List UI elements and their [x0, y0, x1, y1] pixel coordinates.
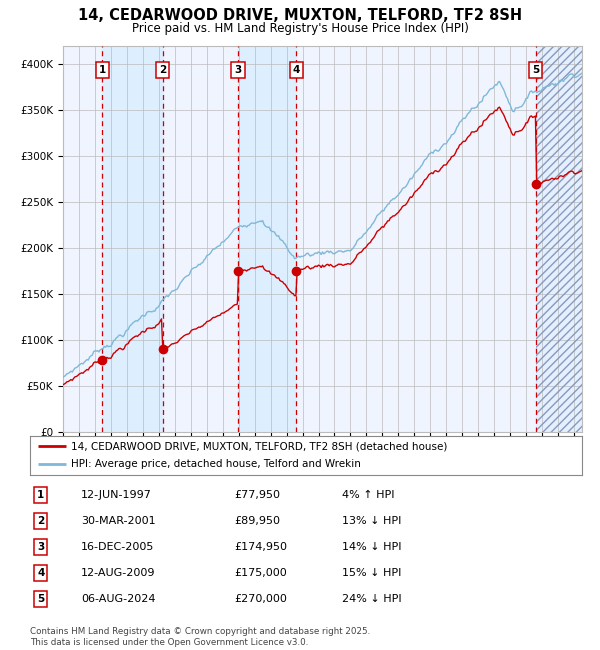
- Text: 1: 1: [98, 66, 106, 75]
- Bar: [102, 46, 163, 432]
- Text: 5: 5: [532, 66, 539, 75]
- Text: 4% ↑ HPI: 4% ↑ HPI: [342, 490, 395, 501]
- Text: £270,000: £270,000: [234, 594, 287, 604]
- Text: £77,950: £77,950: [234, 490, 280, 501]
- Text: Contains HM Land Registry data © Crown copyright and database right 2025.
This d: Contains HM Land Registry data © Crown c…: [30, 627, 370, 647]
- Text: 14% ↓ HPI: 14% ↓ HPI: [342, 542, 401, 552]
- Text: HPI: Average price, detached house, Telford and Wrekin: HPI: Average price, detached house, Telf…: [71, 459, 361, 469]
- Text: 4: 4: [37, 568, 44, 578]
- Text: 14, CEDARWOOD DRIVE, MUXTON, TELFORD, TF2 8SH: 14, CEDARWOOD DRIVE, MUXTON, TELFORD, TF…: [78, 8, 522, 23]
- Text: 4: 4: [293, 66, 300, 75]
- Bar: [238, 46, 296, 432]
- Text: 2: 2: [159, 66, 166, 75]
- Text: 12-AUG-2009: 12-AUG-2009: [81, 568, 155, 578]
- Text: 12-JUN-1997: 12-JUN-1997: [81, 490, 152, 501]
- Text: 24% ↓ HPI: 24% ↓ HPI: [342, 594, 401, 604]
- Text: £89,950: £89,950: [234, 516, 280, 526]
- Text: £174,950: £174,950: [234, 542, 287, 552]
- Text: 30-MAR-2001: 30-MAR-2001: [81, 516, 155, 526]
- Text: Price paid vs. HM Land Registry's House Price Index (HPI): Price paid vs. HM Land Registry's House …: [131, 22, 469, 35]
- Text: 13% ↓ HPI: 13% ↓ HPI: [342, 516, 401, 526]
- Text: 5: 5: [37, 594, 44, 604]
- Text: 1: 1: [37, 490, 44, 501]
- Bar: [536, 46, 582, 432]
- Text: 16-DEC-2005: 16-DEC-2005: [81, 542, 154, 552]
- Text: 3: 3: [37, 542, 44, 552]
- Text: 15% ↓ HPI: 15% ↓ HPI: [342, 568, 401, 578]
- Text: £175,000: £175,000: [234, 568, 287, 578]
- Bar: [536, 46, 582, 432]
- Text: 3: 3: [235, 66, 242, 75]
- Text: 14, CEDARWOOD DRIVE, MUXTON, TELFORD, TF2 8SH (detached house): 14, CEDARWOOD DRIVE, MUXTON, TELFORD, TF…: [71, 441, 448, 451]
- Text: 2: 2: [37, 516, 44, 526]
- Text: 06-AUG-2024: 06-AUG-2024: [81, 594, 155, 604]
